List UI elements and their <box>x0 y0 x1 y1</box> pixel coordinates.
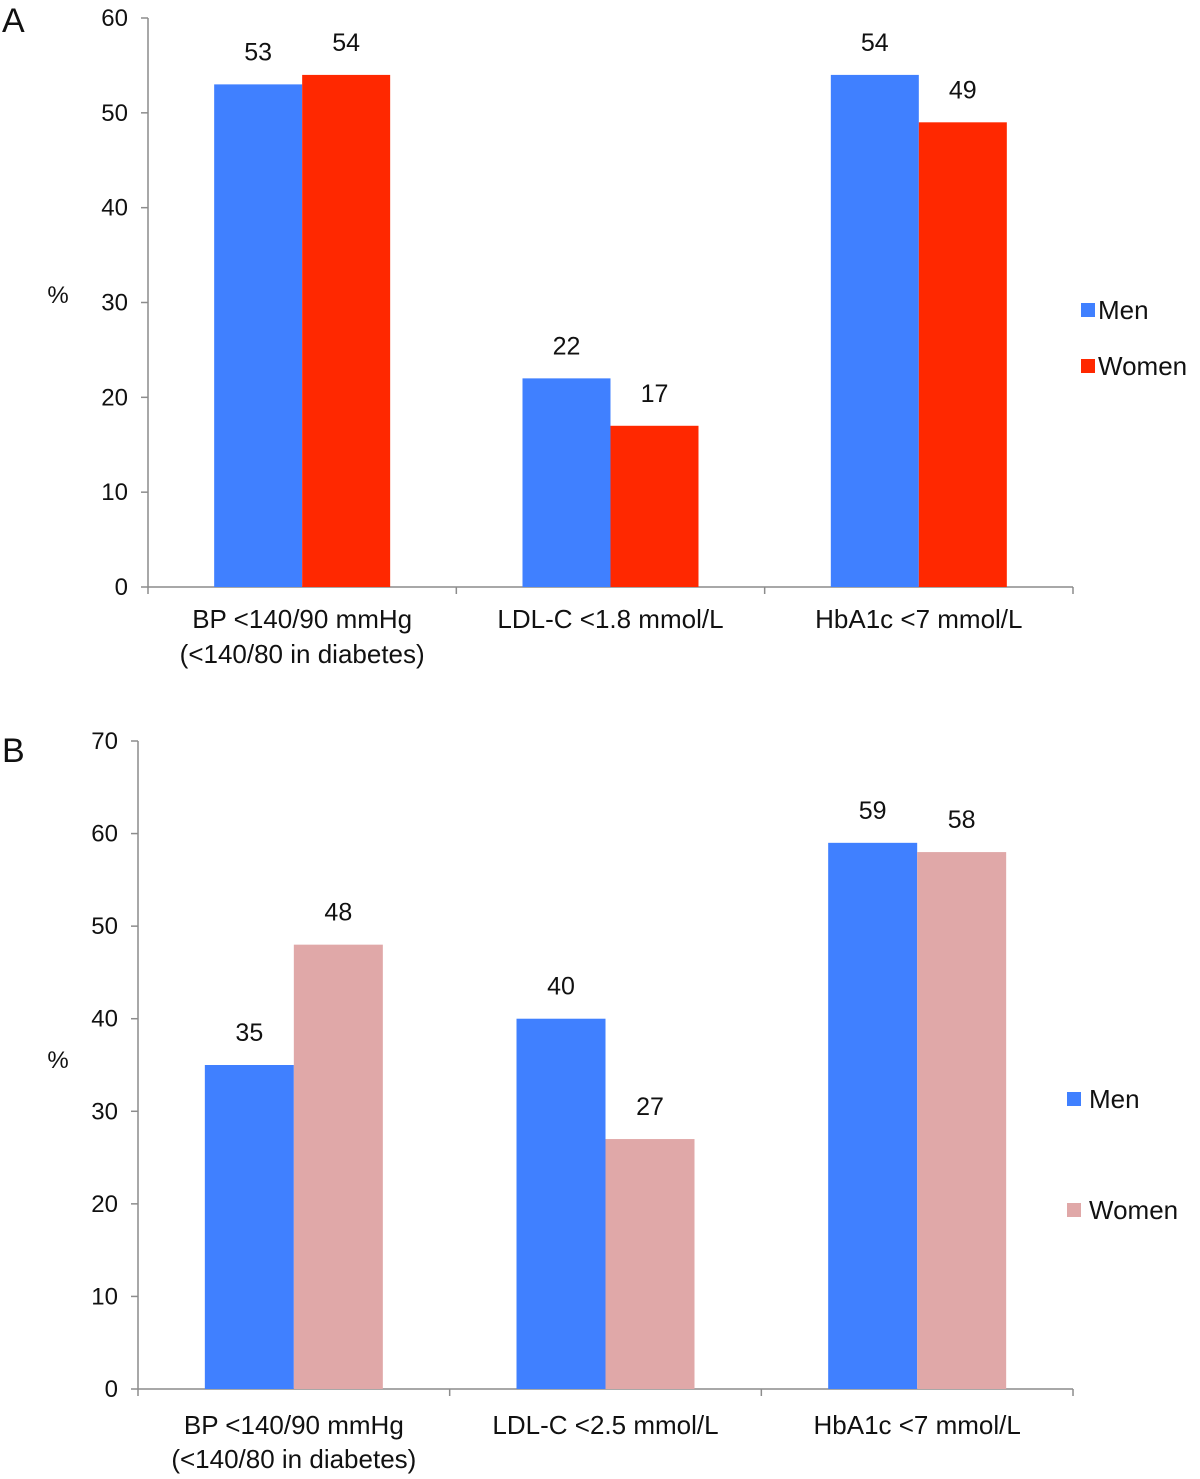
y-tick-label: 20 <box>101 384 128 411</box>
y-tick-label: 0 <box>105 1376 118 1403</box>
legend-label-men: Men <box>1098 295 1149 325</box>
y-tick-label: 30 <box>101 290 128 317</box>
data-label: 48 <box>324 899 352 927</box>
y-tick-label: 50 <box>91 913 118 940</box>
data-label: 17 <box>641 380 669 408</box>
x-category-label: BP <140/90 mmHg <box>192 604 412 634</box>
data-label: 58 <box>948 806 976 834</box>
y-tick-label: 40 <box>91 1006 118 1033</box>
bar-women <box>917 852 1007 1389</box>
bar-men <box>828 842 918 1389</box>
y-tick-label: 70 <box>91 728 118 755</box>
panel-label: A <box>2 2 25 40</box>
data-label: 22 <box>553 332 581 360</box>
data-label: 27 <box>636 1093 664 1121</box>
y-axis-label: % <box>47 1047 68 1074</box>
x-category-label: (<140/80 in diabetes) <box>180 639 425 669</box>
legend-swatch-men <box>1081 303 1095 317</box>
bar-men <box>830 74 919 587</box>
x-category-label: HbA1c <7 mmol/L <box>815 604 1022 634</box>
bar-women <box>293 944 383 1389</box>
bar-men <box>522 378 611 587</box>
x-category-label: HbA1c <7 mmol/L <box>813 1410 1020 1440</box>
data-label: 54 <box>861 29 889 57</box>
bar-men <box>204 1065 294 1389</box>
legend-swatch-men <box>1067 1092 1081 1106</box>
x-category-label: LDL-C <1.8 mmol/L <box>497 604 723 634</box>
y-tick-label: 0 <box>115 574 128 601</box>
legend-swatch-women <box>1081 359 1095 373</box>
bar-women <box>918 122 1007 588</box>
y-tick-label: 40 <box>101 195 128 222</box>
bar-men <box>516 1018 606 1389</box>
chart-panel-a: A 0 10 20 30 40 50 60% 53 54 BP <140/90 mmHg (<140/… <box>2 2 1187 669</box>
bar-women <box>610 425 699 587</box>
legend-label-women: Women <box>1098 351 1187 381</box>
x-category-label: (<140/80 in diabetes) <box>171 1444 416 1474</box>
bar-women <box>302 74 391 587</box>
x-category-label: LDL-C <2.5 mmol/L <box>492 1410 718 1440</box>
y-axis-label: % <box>47 282 68 309</box>
y-tick-label: 30 <box>91 1098 118 1125</box>
legend-label-men: Men <box>1089 1084 1140 1114</box>
y-tick-label: 60 <box>101 5 128 32</box>
chart-panel-b: B 0 10 20 30 40 50 60 70% 35 48 BP <140/90 mmHg (<14… <box>2 728 1178 1474</box>
bar-women <box>605 1139 695 1389</box>
y-tick-label: 20 <box>91 1191 118 1218</box>
y-tick-label: 10 <box>101 479 128 506</box>
legend-swatch-women <box>1067 1203 1081 1217</box>
bar-men <box>214 84 303 587</box>
y-tick-label: 50 <box>101 100 128 127</box>
panel-label: B <box>2 732 25 770</box>
x-category-label: BP <140/90 mmHg <box>184 1410 404 1440</box>
legend-label-women: Women <box>1089 1195 1178 1225</box>
data-label: 59 <box>859 797 887 825</box>
data-label: 54 <box>332 29 360 57</box>
y-tick-label: 10 <box>91 1283 118 1310</box>
data-label: 53 <box>244 38 272 66</box>
y-tick-label: 60 <box>91 821 118 848</box>
data-label: 35 <box>235 1019 263 1047</box>
data-label: 49 <box>949 76 977 104</box>
data-label: 40 <box>547 973 575 1001</box>
